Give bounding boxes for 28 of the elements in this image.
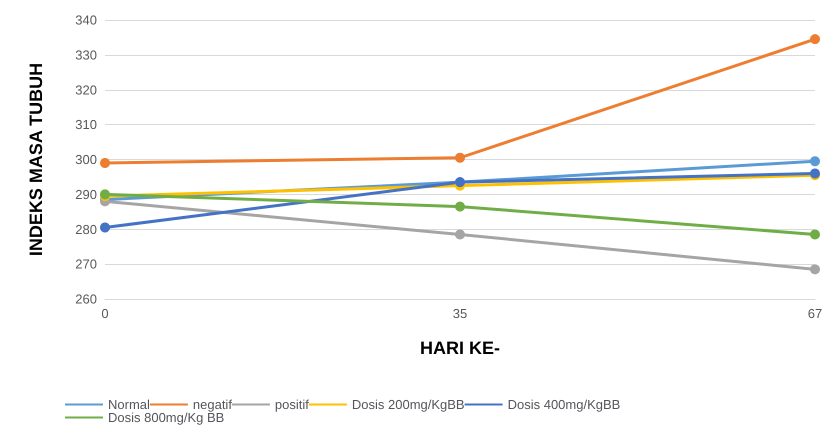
point: [100, 222, 110, 233]
legend-label: negatif: [192, 397, 232, 412]
point: [455, 152, 465, 163]
legend-label: positif: [274, 397, 310, 412]
x-tick-label: 35: [452, 306, 468, 321]
y-tick-label: 300: [75, 152, 97, 167]
y-tick-label: 290: [75, 186, 97, 202]
legend-label: Dosis 400mg/KgBB: [508, 397, 620, 412]
point: [100, 158, 110, 168]
x-axis-title: HARI KE-: [420, 338, 500, 358]
y-axis-title: INDEKS MASA TUBUH: [26, 62, 46, 256]
y-tick-label: 260: [75, 292, 97, 306]
y-tick-label: 330: [75, 47, 97, 62]
y-tick-label: 270: [75, 256, 97, 272]
y-tick-label: 340: [75, 12, 97, 28]
legend-label: Dosis 200mg/KgBB: [352, 397, 465, 412]
point: [455, 202, 465, 212]
point: [810, 156, 820, 166]
point: [455, 229, 465, 240]
x-tick-label: 67: [808, 306, 822, 321]
legend-label: Normal: [108, 397, 150, 412]
point: [810, 264, 820, 274]
y-tick-label: 320: [75, 82, 97, 98]
point: [810, 34, 820, 44]
y-tick-label: 310: [75, 117, 97, 132]
point: [810, 229, 820, 240]
y-tick-label: 280: [75, 222, 97, 237]
x-tick-label: 0: [101, 306, 109, 321]
